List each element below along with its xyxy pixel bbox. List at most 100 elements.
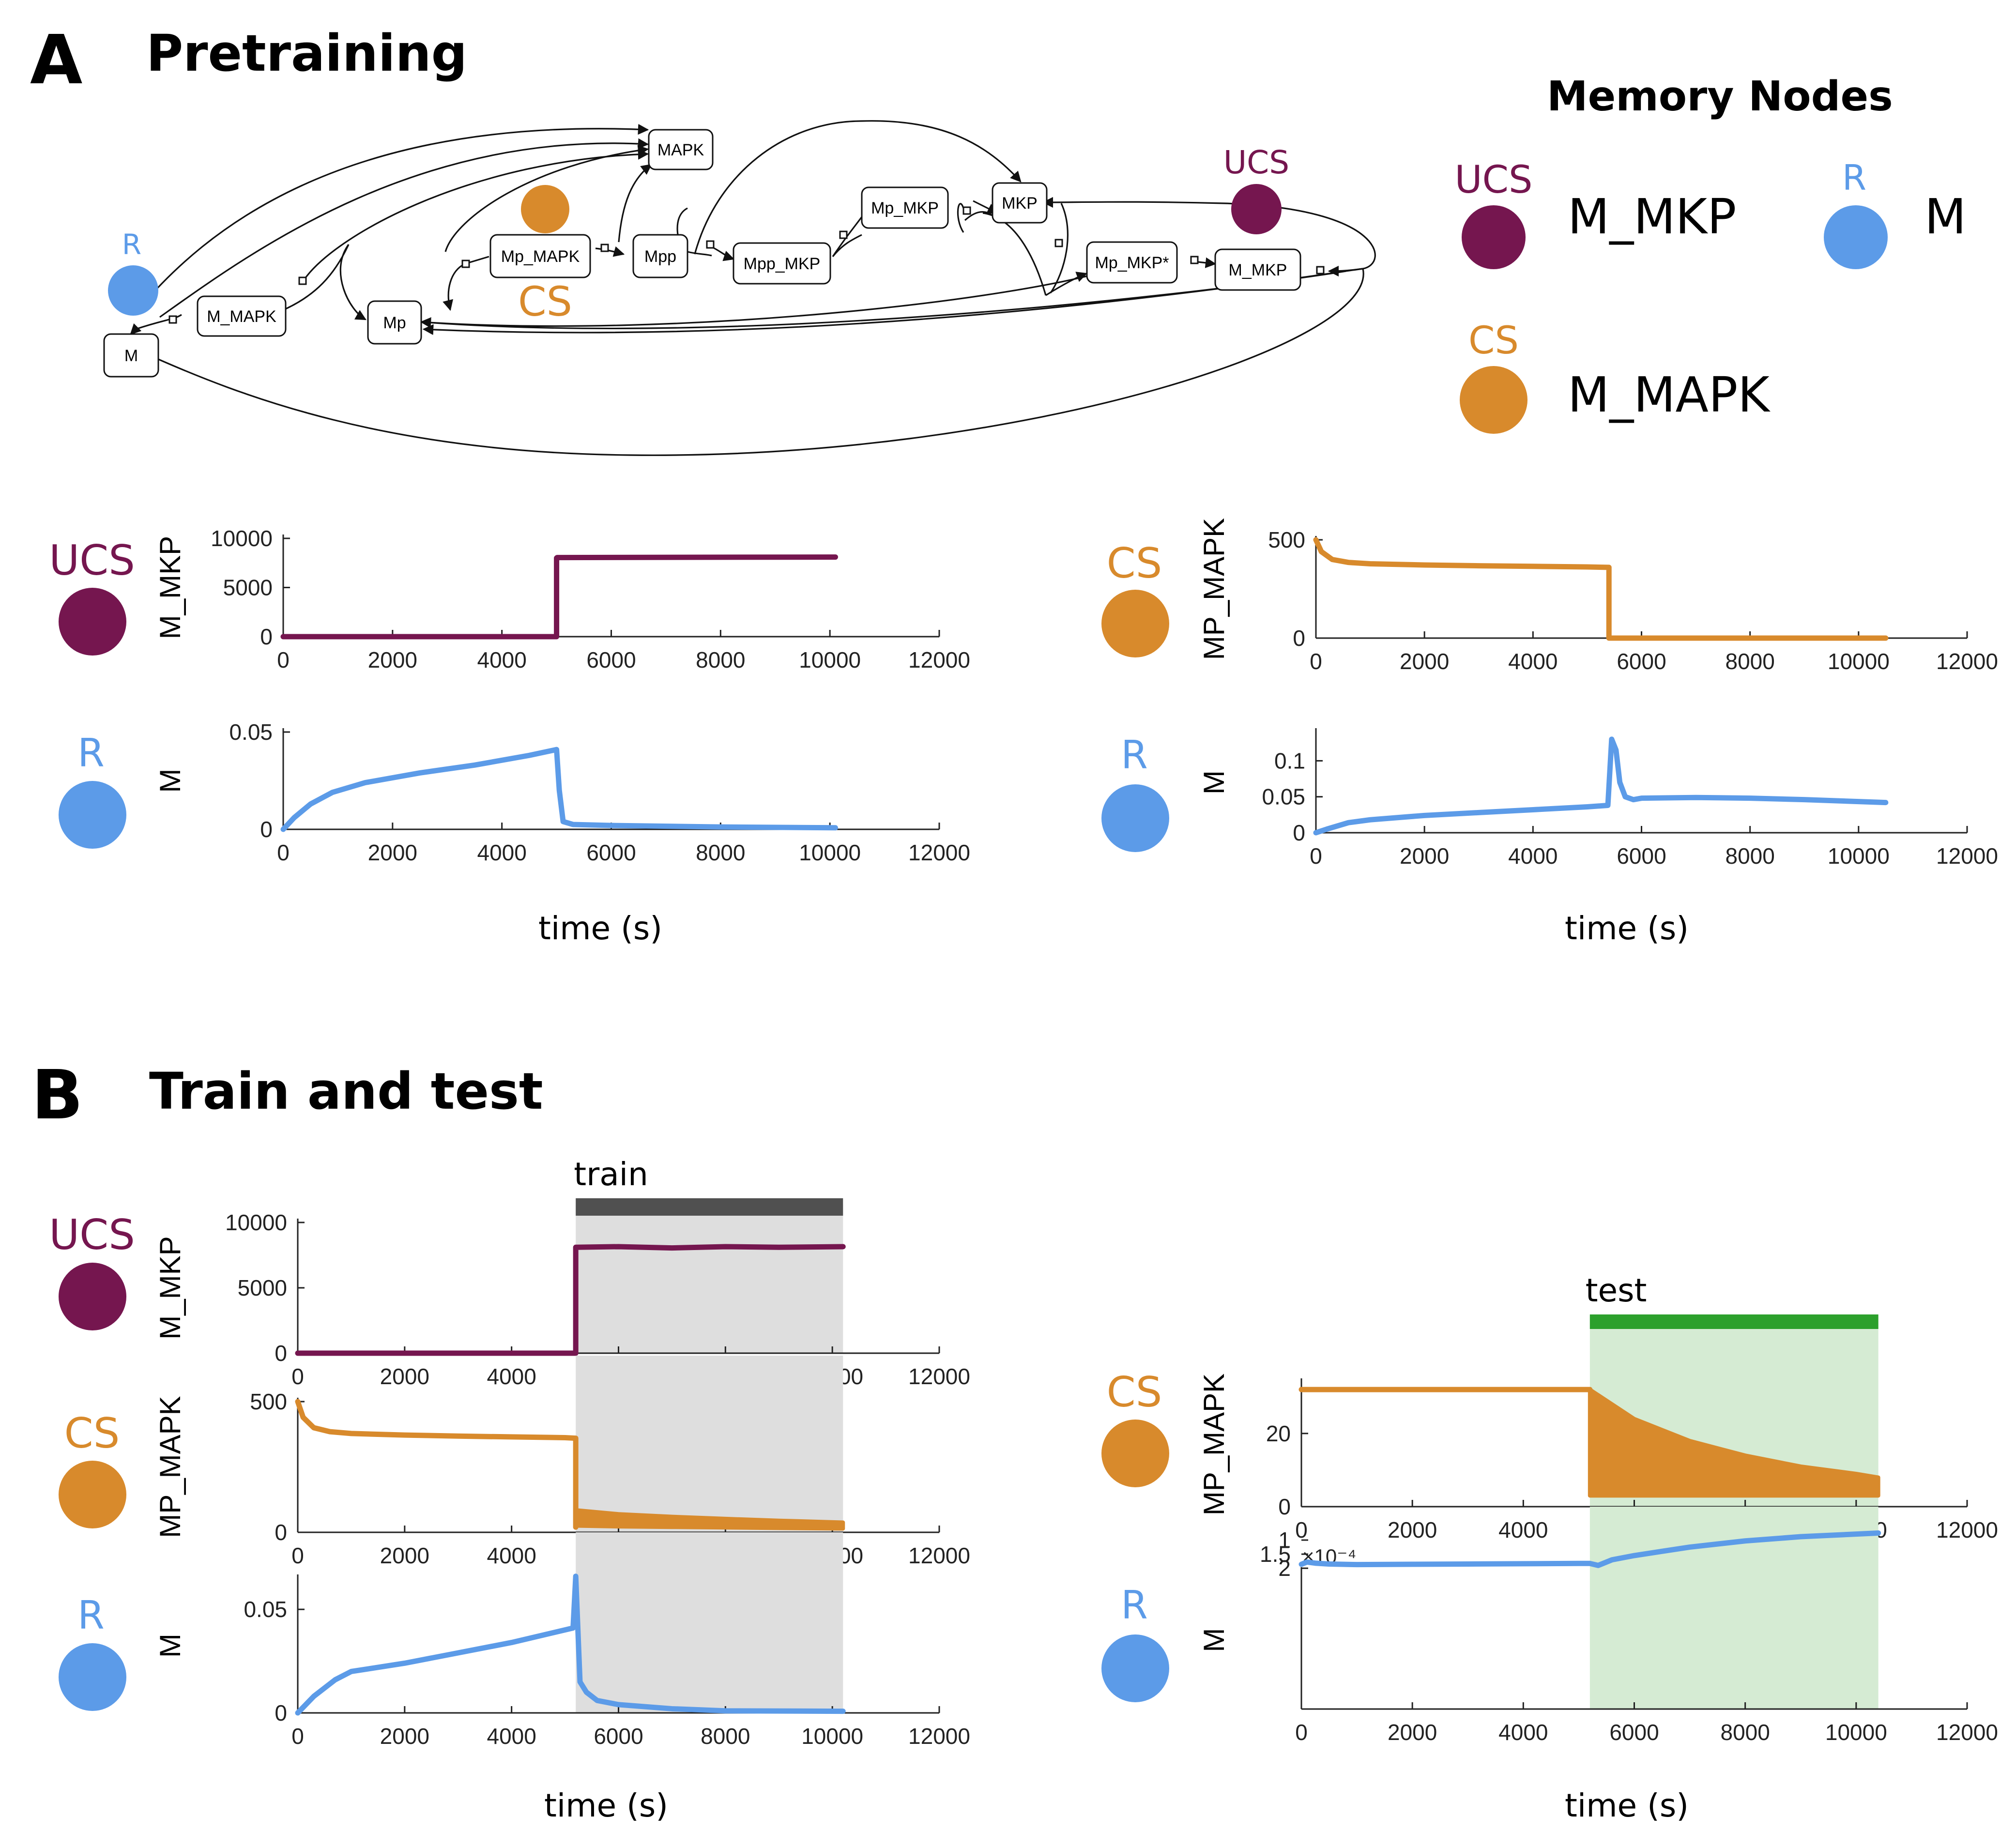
test-label: test bbox=[1586, 1272, 1647, 1309]
x-tick-label: 0 bbox=[277, 840, 290, 865]
x-tick-label: 10000 bbox=[801, 1724, 863, 1749]
species-m-mkp: M_MKP bbox=[1214, 248, 1301, 291]
reaction-network-diagram: MAPK MKP M_MAPK Mp Mp_MAPK Mpp bbox=[103, 120, 1376, 456]
test-indicator: test bbox=[1586, 1272, 1647, 1309]
series-line bbox=[280, 747, 838, 832]
x-tick-label: 2000 bbox=[368, 840, 417, 865]
y-tick-label: 0 bbox=[275, 1520, 287, 1545]
test-bar bbox=[1589, 1314, 1879, 1329]
x-tick-label: 2000 bbox=[380, 1543, 429, 1568]
legend-ucs-dot bbox=[1462, 205, 1526, 269]
network-marker-cs: CS bbox=[518, 185, 572, 325]
x-tick-label: 0 bbox=[277, 647, 290, 672]
series-line bbox=[280, 554, 838, 640]
x-tick-label: 10000 bbox=[799, 840, 861, 865]
marker-a-r-right: R bbox=[1101, 733, 1169, 852]
x-tick-label: 0 bbox=[1295, 1517, 1308, 1542]
panel-a-letter: A bbox=[30, 21, 82, 100]
species-mp-mapk: Mp_MAPK bbox=[489, 234, 591, 278]
svg-text:R: R bbox=[1121, 733, 1148, 778]
x-tick-label: 4000 bbox=[487, 1543, 536, 1568]
species-mp: Mp bbox=[367, 300, 422, 345]
y-tick-label: 0 bbox=[275, 1700, 287, 1725]
a-left-xlabel: time (s) bbox=[538, 910, 662, 947]
y-axis-label: MP_MAPK bbox=[154, 1396, 186, 1538]
y-tick-label: 0.05 bbox=[1262, 784, 1305, 809]
species-nodes: MAPK MKP M_MAPK Mp Mp_MAPK Mpp bbox=[103, 129, 1301, 378]
x-tick-label: 12000 bbox=[1936, 1720, 1998, 1745]
svg-text:Mpp_MKP: Mpp_MKP bbox=[744, 255, 821, 273]
y-tick-label: 0 bbox=[275, 1341, 287, 1366]
shade-region bbox=[576, 1356, 843, 1532]
x-tick-label: 6000 bbox=[1617, 649, 1666, 674]
memory-nodes-title: Memory Nodes bbox=[1547, 73, 1893, 121]
x-tick-label: 10000 bbox=[1828, 649, 1890, 674]
svg-text:R: R bbox=[1121, 1583, 1148, 1628]
x-tick-label: 10000 bbox=[1828, 843, 1890, 869]
x-tick-label: 6000 bbox=[586, 840, 636, 865]
x-tick-label: 6000 bbox=[586, 647, 636, 672]
x-tick-label: 8000 bbox=[1720, 1720, 1770, 1745]
x-tick-label: 4000 bbox=[477, 840, 526, 865]
series-band bbox=[1588, 1388, 1880, 1498]
y-axis-label: MP_MAPK bbox=[1198, 518, 1230, 660]
y-axis-label: MP_MAPK bbox=[1198, 1374, 1230, 1515]
marker-a-r-left: R bbox=[59, 731, 126, 849]
x-tick-label: 0 bbox=[291, 1724, 304, 1749]
svg-text:M: M bbox=[124, 347, 138, 365]
svg-text:UCS: UCS bbox=[49, 1211, 135, 1259]
svg-text:M_MAPK: M_MAPK bbox=[1568, 366, 1771, 423]
x-tick-label: 12000 bbox=[908, 647, 970, 672]
x-tick-label: 2000 bbox=[380, 1724, 429, 1749]
x-tick-label: 2000 bbox=[380, 1364, 429, 1389]
x-tick-label: 12000 bbox=[1936, 843, 1998, 869]
b-right-xlabel: time (s) bbox=[1565, 1787, 1689, 1824]
svg-text:M_MKP: M_MKP bbox=[1568, 188, 1736, 245]
x-tick-label: 8000 bbox=[696, 840, 745, 865]
shade-region bbox=[576, 1532, 843, 1713]
species-mpp: Mpp bbox=[632, 234, 688, 278]
panel-b-title: Train and test bbox=[149, 1062, 543, 1121]
y-tick-label: 0 bbox=[260, 624, 273, 649]
y-tick-label: 1 bbox=[1278, 1527, 1291, 1553]
legend-cs: CS M_MAPK bbox=[1460, 319, 1771, 434]
x-tick-label: 12000 bbox=[1936, 1517, 1998, 1542]
series-line bbox=[295, 1399, 579, 1530]
svg-text:R: R bbox=[1842, 157, 1866, 198]
species-m-mapk: M_MAPK bbox=[197, 295, 287, 337]
y-tick-label: 0 bbox=[1293, 820, 1305, 845]
svg-text:UCS: UCS bbox=[1223, 144, 1289, 181]
chart-a-ucs: 0 2000 4000 6000 8000 10000 12000 0 5000 10000 M_M… bbox=[154, 526, 970, 672]
legend-r-dot bbox=[1824, 205, 1888, 269]
marker-b-r-left: R bbox=[59, 1593, 126, 1711]
x-tick-label: 4000 bbox=[487, 1724, 536, 1749]
species-mp-mkp-star: Mp_MKP* bbox=[1086, 241, 1178, 284]
y-axis-label: M bbox=[1198, 1628, 1230, 1652]
y-axis-label: M bbox=[1198, 770, 1230, 794]
x-tick-label: 10000 bbox=[1825, 1720, 1887, 1745]
b-left-xlabel: time (s) bbox=[544, 1787, 668, 1824]
chart-a-cs-r: 0 2000 4000 6000 8000 10000 12000 0 0.05 0.1 M bbox=[1198, 728, 1998, 869]
legend-cs-dot bbox=[1460, 366, 1527, 434]
memory-nodes-legend: Memory Nodes UCS M_MKP R M CS M_MAPK bbox=[1454, 73, 1966, 434]
x-tick-label: 8000 bbox=[1725, 649, 1774, 674]
svg-text:MKP: MKP bbox=[1002, 194, 1038, 213]
x-tick-label: 2000 bbox=[368, 647, 417, 672]
svg-text:UCS: UCS bbox=[1454, 158, 1532, 202]
y-axis-label: M_MKP bbox=[154, 536, 186, 639]
x-tick-label: 6000 bbox=[1617, 843, 1666, 869]
y-tick-label: 500 bbox=[1268, 527, 1305, 552]
y-tick-label: 0.1 bbox=[1274, 748, 1305, 773]
x-tick-label: 12000 bbox=[1936, 649, 1998, 674]
series-line bbox=[1313, 537, 1889, 641]
x-tick-label: 2000 bbox=[1400, 843, 1449, 869]
species-mp-mkp: Mp_MKP bbox=[861, 186, 949, 229]
svg-text:Mpp: Mpp bbox=[644, 247, 676, 266]
svg-text:R: R bbox=[77, 1593, 105, 1638]
legend-ucs: UCS M_MKP bbox=[1454, 158, 1736, 269]
x-tick-label: 10000 bbox=[799, 647, 861, 672]
panel-a-title: Pretraining bbox=[146, 24, 467, 83]
x-tick-label: 8000 bbox=[696, 647, 745, 672]
